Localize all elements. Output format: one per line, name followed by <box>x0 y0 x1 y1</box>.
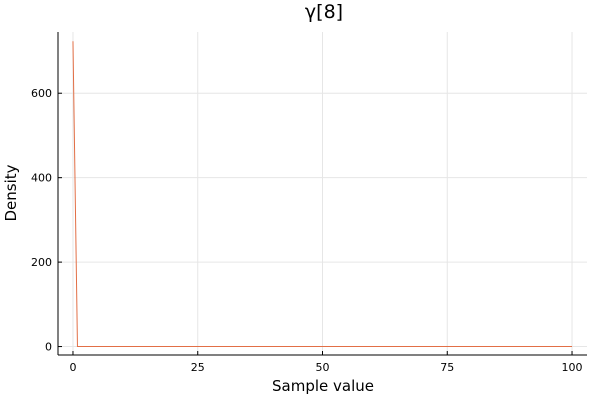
x-tick-label: 100 <box>562 361 583 374</box>
chart-title: γ[8] <box>305 1 343 23</box>
y-tick-label: 400 <box>31 172 52 185</box>
x-tick-label: 50 <box>316 361 330 374</box>
y-tick-label: 200 <box>31 256 52 269</box>
x-tick-label: 75 <box>440 361 454 374</box>
density-series-line <box>72 41 573 348</box>
series-layer <box>72 41 573 348</box>
axes-layer <box>57 32 587 356</box>
tick-labels: 0 25 50 75 100 0 200 400 600 <box>31 87 583 374</box>
x-axis-label: Sample value <box>272 377 374 395</box>
x-tick-label: 0 <box>69 361 76 374</box>
x-tick-label: 25 <box>191 361 205 374</box>
y-tick-label: 600 <box>31 87 52 100</box>
grid-layer <box>58 32 587 355</box>
y-tick-label: 0 <box>45 341 52 354</box>
y-axis-label: Density <box>2 164 20 221</box>
